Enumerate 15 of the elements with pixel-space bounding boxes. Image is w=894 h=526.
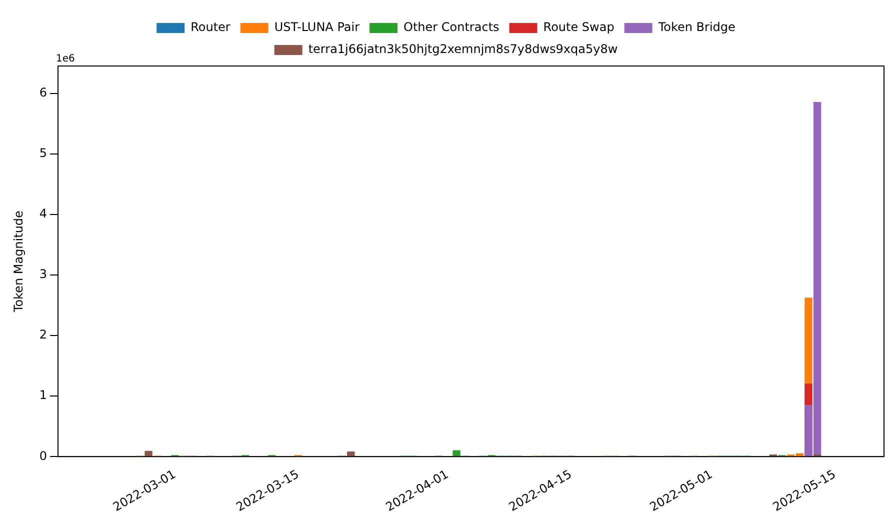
y-tick-label: 3 <box>39 267 47 282</box>
legend-label: Router <box>190 20 230 34</box>
y-tick-label: 0 <box>39 448 47 463</box>
y-axis-title: Token Magnitude <box>11 210 26 314</box>
legend-label: terra1j66jatn3k50hjtg2xemnjm8s7y8dws9xqa5y8w <box>308 42 618 56</box>
legend-label: Other Contracts <box>404 20 500 34</box>
legend-label: Route Swap <box>543 20 614 34</box>
y-tick-label: 1 <box>39 388 47 402</box>
y-tick-label: 2 <box>39 328 47 342</box>
legend-label: Token Bridge <box>657 20 736 34</box>
y-tick-label: 4 <box>39 206 47 221</box>
text: 1e6 <box>56 54 75 65</box>
legend-label: UST-LUNA Pair <box>274 20 360 34</box>
y-tick-label: 6 <box>39 85 47 100</box>
y-tick-label: 5 <box>39 146 47 160</box>
